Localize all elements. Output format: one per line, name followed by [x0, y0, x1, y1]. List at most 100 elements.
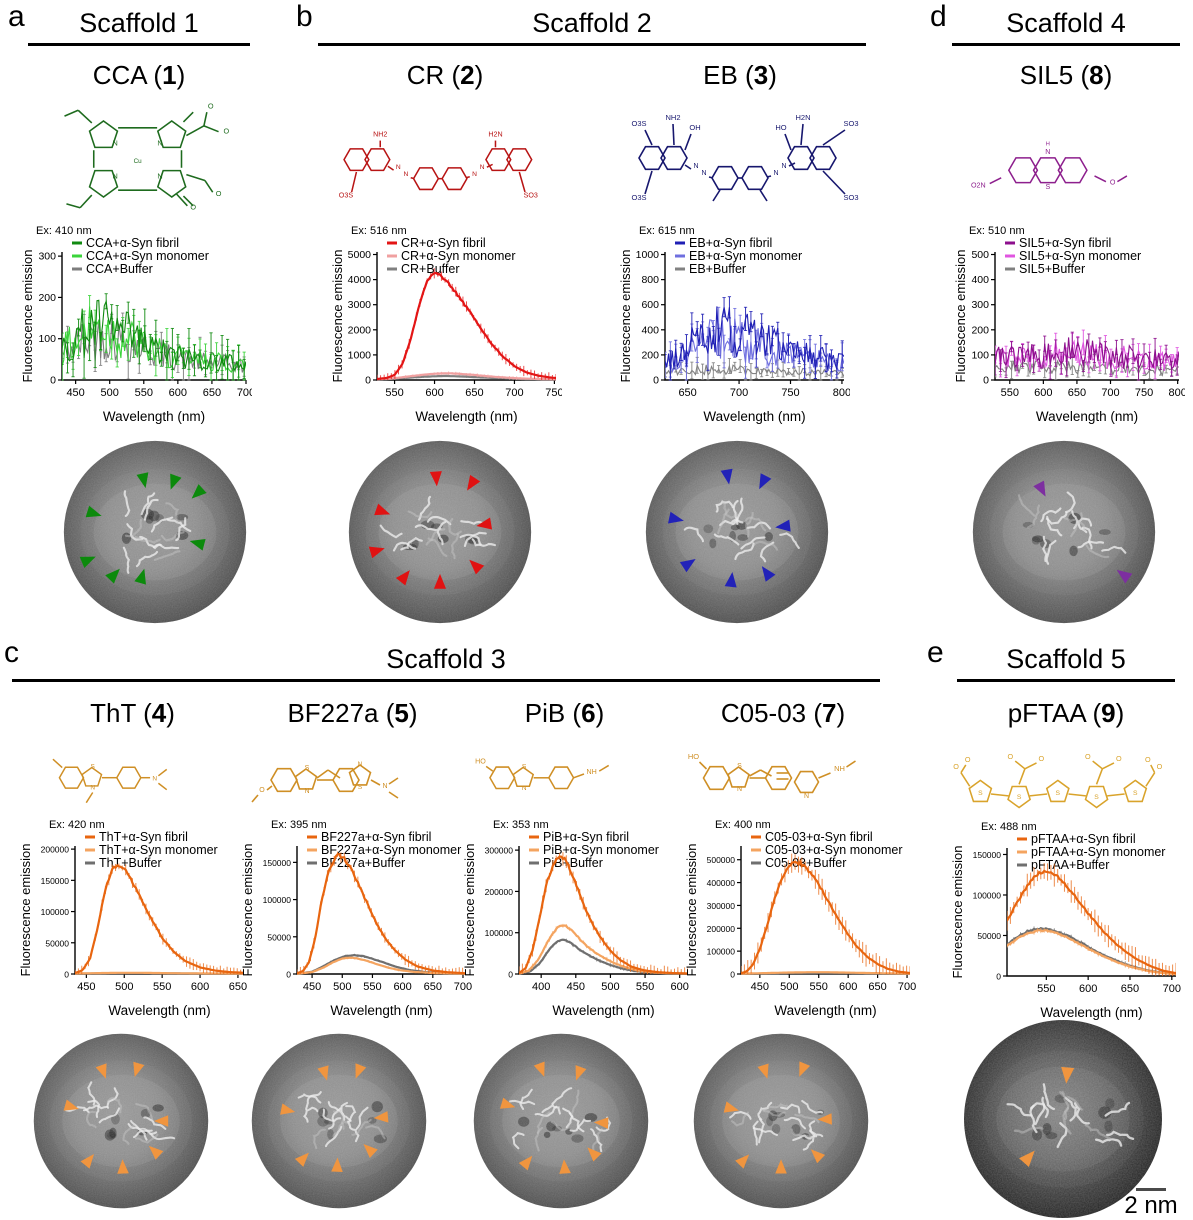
atom-label: H [1046, 141, 1050, 147]
scale-bar-label: 2 nm [1124, 1192, 1178, 1219]
atom-label: H2N [488, 131, 502, 139]
pib-structure: S N HO NH [475, 758, 610, 792]
atom-label: S [91, 763, 96, 770]
label: 150000 [41, 876, 70, 886]
y-ticks: 0 50000 100000 150000 [263, 858, 297, 980]
series-1 [995, 329, 1179, 380]
compound-title-pib: PiB (6) [524, 698, 605, 728]
label: 600 [425, 387, 443, 399]
atom-label: HO [688, 752, 699, 761]
panel-label-c: c [4, 636, 19, 669]
label: 650 [203, 387, 221, 399]
label: 300000 [707, 901, 736, 911]
label: 0 [653, 375, 659, 387]
label: 450 [751, 981, 769, 993]
label: 0 [730, 970, 735, 980]
atom-label: N [737, 786, 742, 793]
series-1 [62, 295, 246, 381]
atom-label: O [1110, 179, 1116, 187]
label: 700 [505, 387, 523, 399]
c05-03-structure: S N HO N NH [688, 752, 856, 800]
legend-entry: C05-03+α-Syn fibril [765, 830, 873, 844]
label: 300000 [485, 846, 514, 856]
scaffold-2-header: Scaffold 2 [318, 6, 866, 46]
scaffold-4-title: Scaffold 4 [1006, 8, 1126, 38]
label: 650 [868, 981, 886, 993]
arrowhead-icon [667, 511, 684, 524]
label: 0 [983, 375, 989, 387]
em-texture [251, 1033, 427, 1209]
atom-label: O [965, 755, 971, 764]
legend-entry: CCA+α-Syn monomer [86, 249, 209, 263]
panel-label-e: e [927, 636, 944, 669]
arrowhead-icon [775, 519, 791, 532]
atom-label: O [1085, 752, 1091, 761]
label: 600 [671, 981, 689, 993]
atom-label: N [304, 788, 309, 795]
cca-structure: N N N N Cu O O O O [64, 101, 230, 212]
y-ticks: 0 100000 200000 300000 400000 500000 [707, 855, 741, 980]
y-ticks: 0 50000 100000 150000 200000 [41, 845, 75, 980]
arrowhead-icon [148, 1145, 164, 1160]
compound-title-cca: CCA (1) [92, 60, 186, 90]
label: 200000 [41, 845, 70, 855]
label: 550 [810, 981, 828, 993]
scaffold-3-title: Scaffold 3 [386, 644, 506, 674]
em-texture [348, 440, 532, 624]
arrowhead-icon [559, 1159, 571, 1174]
legend-entry: EB+Buffer [689, 262, 746, 276]
arrowhead-icon [467, 474, 481, 491]
x-ticks: 450 500 550 600 650 700 [303, 974, 472, 993]
series-0 [519, 852, 688, 975]
atom-label: OH [689, 123, 700, 132]
series-1 [75, 971, 244, 975]
label: 400 [971, 274, 989, 286]
legend-entry: EB+α-Syn monomer [689, 249, 802, 263]
atom-label: N [358, 761, 363, 768]
label: 100 [38, 333, 56, 345]
label: 0 [365, 375, 371, 387]
atom-label: S [1056, 790, 1061, 797]
scaffold-1-rule [28, 43, 250, 46]
label: 450 [66, 387, 84, 399]
arrowhead-icon [810, 1149, 826, 1164]
arrowhead-icon [757, 1063, 769, 1079]
x-ticks: 450 500 550 600 650 700 [66, 380, 252, 399]
label: 3000 [348, 299, 372, 311]
label: 650 [1068, 387, 1086, 399]
atom-label: S [978, 790, 983, 797]
label: 100000 [973, 890, 1002, 900]
label: 1000 [348, 349, 372, 361]
atom-label: O3S [339, 192, 354, 200]
atom-label: N [113, 138, 118, 147]
scaffold-5-header: Scaffold 5 [957, 642, 1175, 682]
structure-drawing: S N HO N NH [688, 752, 856, 800]
legend-entry: CR+α-Syn fibril [401, 236, 486, 250]
panel-label-d: d [930, 0, 947, 33]
arrowhead-icon [429, 471, 442, 487]
label: 0 [996, 972, 1001, 982]
label: 200 [971, 324, 989, 336]
atom-label: N [152, 775, 157, 782]
label: 700 [1101, 387, 1119, 399]
label: 650 [465, 387, 483, 399]
label: 150000 [263, 858, 292, 868]
label: 550 [363, 981, 381, 993]
scaffold-3-rule [12, 679, 880, 682]
label: 100000 [485, 928, 514, 938]
arrowhead-icon [395, 570, 410, 586]
arrowhead-icon [95, 1063, 107, 1079]
structure-drawing: HN S O2N O [971, 141, 1128, 191]
atom-label: S [1017, 794, 1022, 801]
label: 500 [780, 981, 798, 993]
scaffold-5-title: Scaffold 5 [1006, 644, 1126, 674]
x-ticks: 550 600 650 700 750 800 [1001, 380, 1185, 399]
compound-title-bf227a: BF227a (5) [287, 698, 418, 728]
arrowhead-icon [117, 1159, 129, 1174]
legend-entry: pFTAA+α-Syn fibril [1031, 832, 1136, 846]
legend-entry: CR+α-Syn monomer [401, 249, 516, 263]
em-texture [972, 440, 1156, 624]
atom-label: O [208, 101, 214, 110]
